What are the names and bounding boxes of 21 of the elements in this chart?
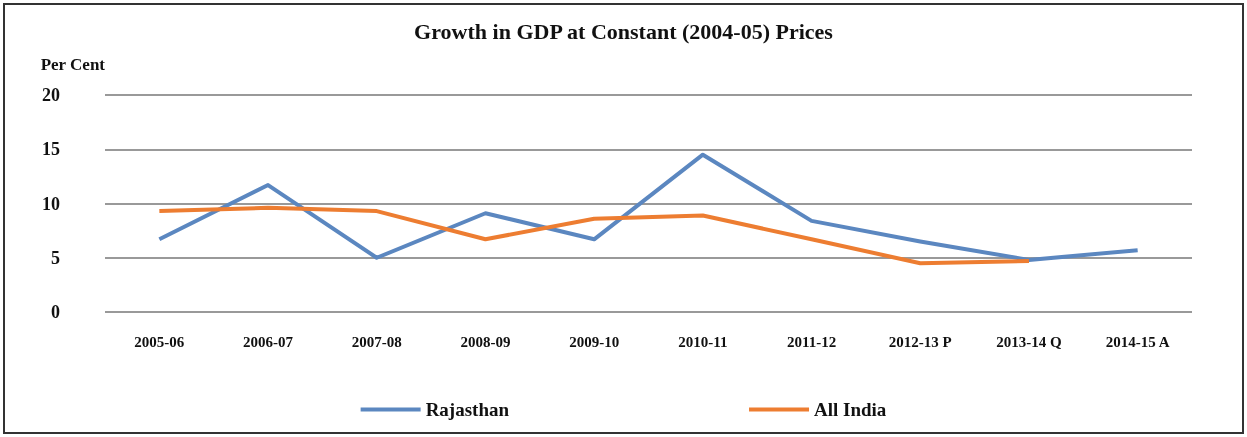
- legend-label: Rajasthan: [425, 399, 510, 420]
- x-tick-label: 2009-10: [569, 333, 620, 350]
- chart-title: Growth in GDP at Constant (2004-05) Prices: [414, 18, 834, 44]
- x-tick-label: 2014-15 A: [1105, 333, 1170, 350]
- legend-label: All India: [814, 399, 887, 420]
- x-tick-label: 2011-12: [786, 333, 837, 350]
- x-tick-label: 2013-14 Q: [996, 333, 1062, 350]
- y-tick-label: 10: [42, 193, 60, 214]
- y-tick-label: 5: [51, 247, 60, 268]
- y-tick-label: 0: [51, 302, 60, 322]
- y-tick-label: 15: [42, 139, 60, 160]
- x-tick-label: 2005-06: [134, 333, 185, 350]
- line-series: [157, 205, 1031, 266]
- x-tick-label: 2010-11: [678, 333, 728, 350]
- line-series: [157, 152, 1140, 262]
- y-tick-label: 20: [42, 85, 60, 105]
- x-tick-label: 2007-08: [351, 333, 402, 350]
- x-tick-label: 2006-07: [243, 333, 294, 350]
- y-axis-title: Per Cent: [40, 55, 106, 74]
- x-tick-label: 2012-13 P: [888, 333, 952, 350]
- x-tick-label: 2008-09: [460, 333, 511, 350]
